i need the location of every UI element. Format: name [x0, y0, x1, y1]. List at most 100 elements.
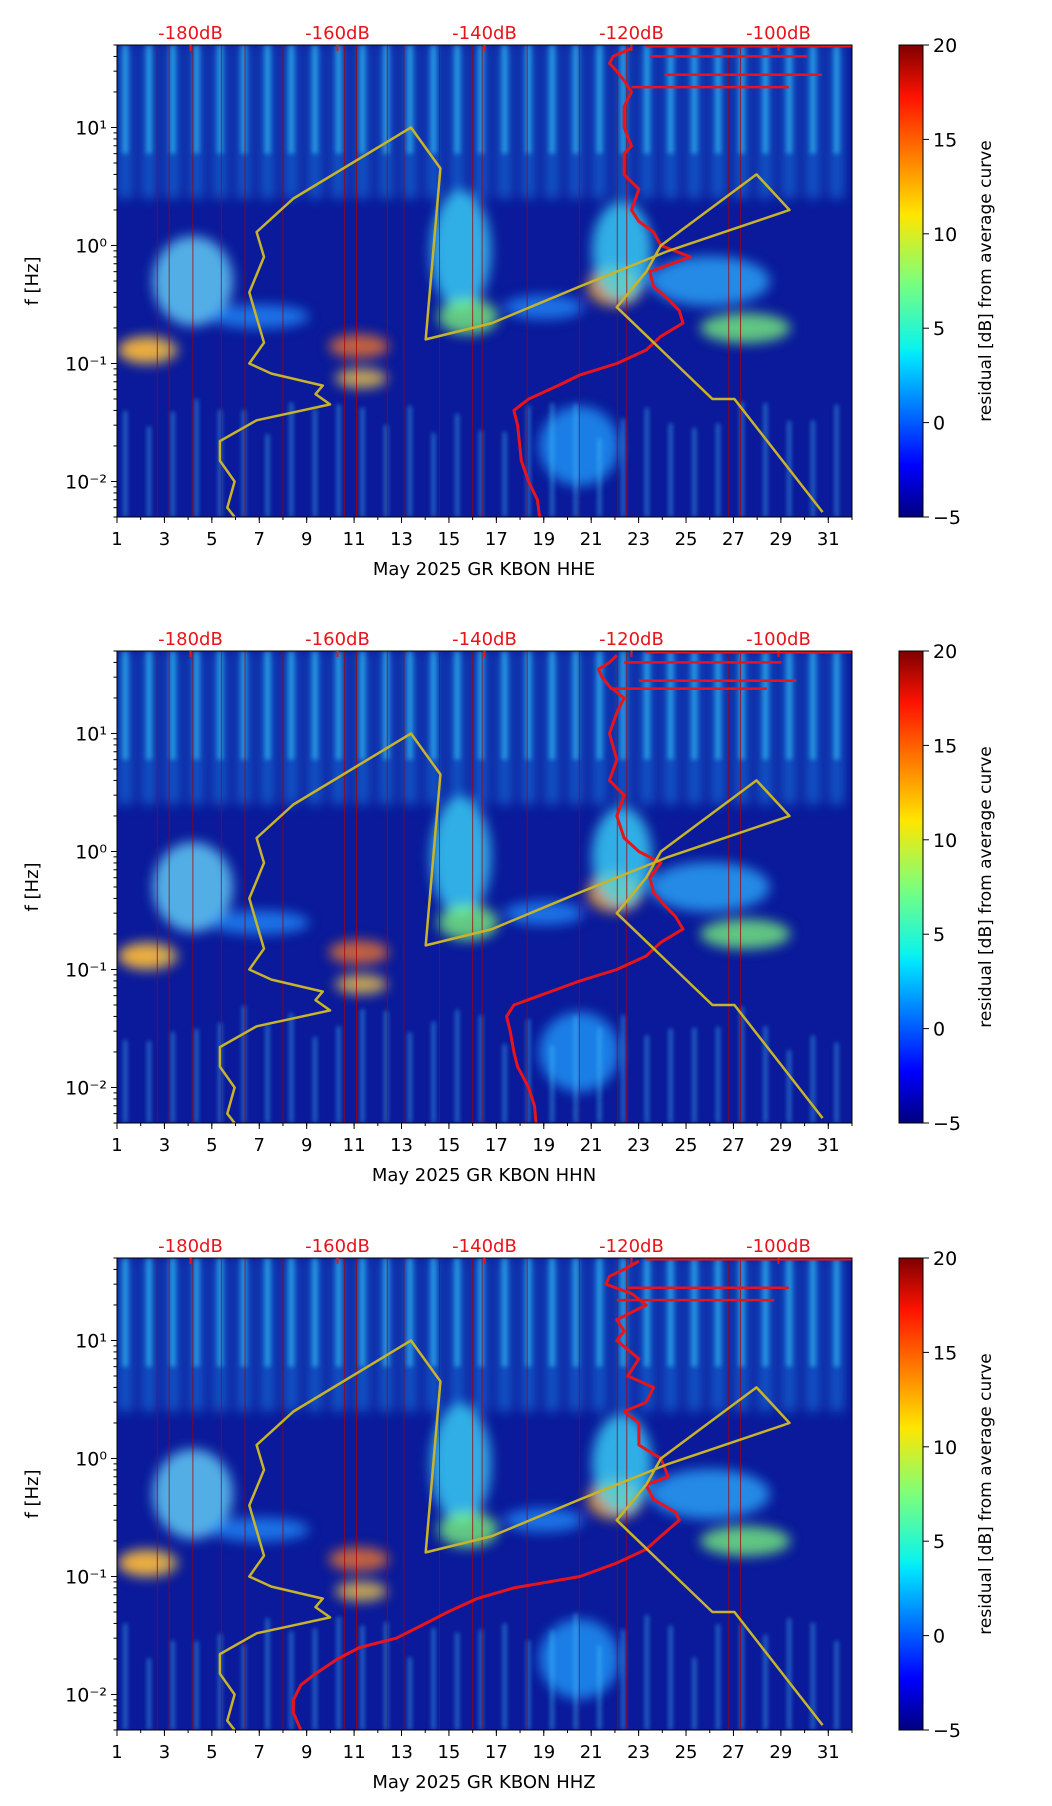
- top-tick-label: -100dB: [746, 1236, 811, 1257]
- x-tick-label: 5: [206, 1742, 217, 1763]
- x-tick-label: 21: [580, 1742, 603, 1763]
- x-tick-label: 17: [485, 1742, 508, 1763]
- x-tick-label: 23: [627, 1742, 650, 1763]
- x-tick-label: 19: [532, 1135, 555, 1156]
- x-tick-label: 11: [343, 1135, 366, 1156]
- top-tick-label: -160dB: [305, 23, 370, 44]
- y-tick-label: 10⁻²: [65, 1684, 107, 1706]
- x-tick-label: 25: [675, 1135, 698, 1156]
- colorbar-tick-label: 10: [933, 1437, 957, 1459]
- top-tick-label: -120dB: [599, 23, 664, 44]
- y-axis-ticks: 10⁻² 10⁻¹ 10⁰ 10¹: [65, 650, 117, 1124]
- colorbar-tick-label: 20: [933, 1248, 957, 1270]
- x-tick-label: 23: [627, 529, 650, 550]
- top-db-ticks: -180dB -160dB -140dB -120dB -100dB: [158, 23, 811, 51]
- colorbar-label: residual [dB] from average curve: [976, 140, 996, 421]
- x-tick-label: 3: [159, 529, 170, 550]
- top-tick-label: -140dB: [452, 629, 517, 650]
- y-axis-label: f [Hz]: [22, 1469, 43, 1518]
- series-line-noise-models: [218, 1339, 824, 1730]
- x-tick-label: 25: [675, 529, 698, 550]
- top-tick-label: -160dB: [305, 629, 370, 650]
- colorbar-label: residual [dB] from average curve: [976, 1353, 996, 1634]
- x-tick-label: 27: [722, 529, 745, 550]
- x-tick-label: 29: [769, 1742, 792, 1763]
- x-axis-ticks: 1 3 5 7 9 11 13 15 17 19 21 23 25 27 29 31: [111, 1730, 853, 1763]
- x-axis-ticks: 1 3 5 7 9 11 13 15 17 19 21 23 25 27 29 31: [111, 1123, 853, 1156]
- top-tick-label: -120dB: [599, 629, 664, 650]
- x-tick-label: 27: [722, 1135, 745, 1156]
- x-tick-label: 21: [580, 529, 603, 550]
- heatmap-area-hhe: [117, 45, 852, 517]
- x-tick-label: 9: [301, 1135, 312, 1156]
- y-tick-label: 10¹: [75, 117, 107, 139]
- x-tick-label: 17: [485, 529, 508, 550]
- heatmap-blobs: [117, 651, 843, 1123]
- series-line-psd-median: [512, 46, 692, 517]
- x-tick-label: 15: [437, 1135, 460, 1156]
- top-tick-label: -120dB: [599, 1236, 664, 1257]
- x-tick-label: 5: [206, 1135, 217, 1156]
- x-tick-label: 3: [159, 1742, 170, 1763]
- colorbar-tick-label: 0: [933, 1019, 945, 1041]
- y-tick-label: 10⁻²: [65, 471, 107, 493]
- colorbar-tick-label: 5: [933, 318, 945, 340]
- colorbar-tick-label: 15: [933, 1342, 957, 1364]
- x-tick-label: 31: [817, 529, 840, 550]
- colorbar-tick-label: 5: [933, 1531, 945, 1553]
- top-tick-label: -140dB: [452, 23, 517, 44]
- colorbar-ticks: −5 0 5 10 15 20: [923, 1248, 961, 1742]
- series-line-noise-models: [218, 126, 824, 517]
- top-tick-label: -140dB: [452, 1236, 517, 1257]
- x-axis-label: May 2025 GR KBON HHZ: [372, 1772, 595, 1793]
- colorbar: [898, 1257, 924, 1731]
- top-tick-label: -160dB: [305, 1236, 370, 1257]
- x-tick-label: 7: [254, 1742, 265, 1763]
- x-tick-label: 11: [343, 529, 366, 550]
- series-line-psd-median: [291, 1259, 681, 1730]
- x-tick-label: 25: [675, 1742, 698, 1763]
- x-tick-label: 15: [437, 1742, 460, 1763]
- x-tick-label: 17: [485, 1135, 508, 1156]
- colorbar-label: residual [dB] from average curve: [976, 746, 996, 1027]
- colorbar-tick-label: 5: [933, 924, 945, 946]
- colorbar-ticks: −5 0 5 10 15 20: [923, 35, 961, 529]
- x-tick-label: 21: [580, 1135, 603, 1156]
- y-tick-label: 10⁻²: [65, 1077, 107, 1099]
- x-tick-label: 13: [390, 529, 413, 550]
- x-tick-label: 15: [437, 529, 460, 550]
- x-axis-ticks: 1 3 5 7 9 11 13 15 17 19 21 23 25 27 29 31: [111, 517, 853, 550]
- y-axis-ticks: 10⁻² 10⁻¹ 10⁰ 10¹: [65, 44, 117, 518]
- series-lines: [218, 651, 852, 1123]
- x-axis-label: May 2025 GR KBON HHE: [373, 559, 595, 580]
- x-tick-label: 1: [111, 1742, 122, 1763]
- panel-hhn: 1 3 5 7 9 11 13 15 17 19 21 23 25 27 29 31 10⁻²10⁻¹10⁰1…: [22, 629, 996, 1186]
- x-tick-label: 9: [301, 529, 312, 550]
- colorbar-tick-label: 15: [933, 129, 957, 151]
- top-db-ticks: -180dB -160dB -140dB -120dB -100dB: [158, 629, 811, 657]
- y-axis-label: f [Hz]: [22, 256, 43, 305]
- y-axis-ticks: 10⁻² 10⁻¹ 10⁰ 10¹: [65, 1257, 117, 1731]
- colorbar: [898, 44, 924, 518]
- panel-hhz: 1 3 5 7 9 11 13 15 17 19 21 23 25 27 29 31 10⁻²10⁻¹10⁰1…: [22, 1236, 996, 1793]
- colorbar-tick-label: 20: [933, 641, 957, 663]
- x-tick-label: 13: [390, 1742, 413, 1763]
- y-tick-label: 10¹: [75, 1330, 107, 1352]
- x-tick-label: 9: [301, 1742, 312, 1763]
- top-tick-label: -100dB: [746, 629, 811, 650]
- x-tick-label: 11: [343, 1742, 366, 1763]
- series-line-noise-models: [218, 732, 824, 1123]
- y-tick-label: 10⁻¹: [65, 353, 107, 375]
- x-tick-label: 19: [532, 529, 555, 550]
- x-tick-label: 31: [817, 1742, 840, 1763]
- colorbar-tick-label: −5: [933, 1113, 961, 1135]
- y-axis-label: f [Hz]: [22, 862, 43, 911]
- series-line-psd-median: [505, 654, 685, 1123]
- y-tick-label: 10⁰: [75, 841, 107, 863]
- y-tick-label: 10¹: [75, 723, 107, 745]
- x-tick-label: 3: [159, 1135, 170, 1156]
- heatmap-area-hhz: [117, 1258, 852, 1730]
- colorbar-tick-label: 0: [933, 1626, 945, 1648]
- x-tick-label: 1: [111, 529, 122, 550]
- colorbar-tick-label: 15: [933, 735, 957, 757]
